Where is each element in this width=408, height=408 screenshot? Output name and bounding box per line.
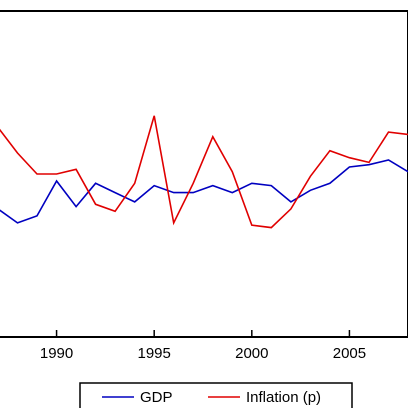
x-tick-label-2000: 2000 (235, 345, 268, 362)
legend-box (79, 382, 353, 408)
x-tick-label-1995: 1995 (138, 345, 171, 362)
series-lines (0, 115, 408, 229)
legend-label-gdp: GDP (140, 389, 173, 406)
legend: GDP Inflation (p) (79, 382, 353, 408)
x-axis-ticks: 1990 1995 2000 2005 (40, 330, 366, 362)
plot-frame (0, 10, 408, 338)
axes (0, 10, 408, 338)
x-tick-label-1990: 1990 (40, 345, 73, 362)
x-tick-label-2005: 2005 (333, 345, 366, 362)
series-line-gdp (0, 159, 408, 224)
series-line-inflation-p (0, 115, 408, 229)
legend-label-inflation: Inflation (p) (246, 389, 321, 406)
